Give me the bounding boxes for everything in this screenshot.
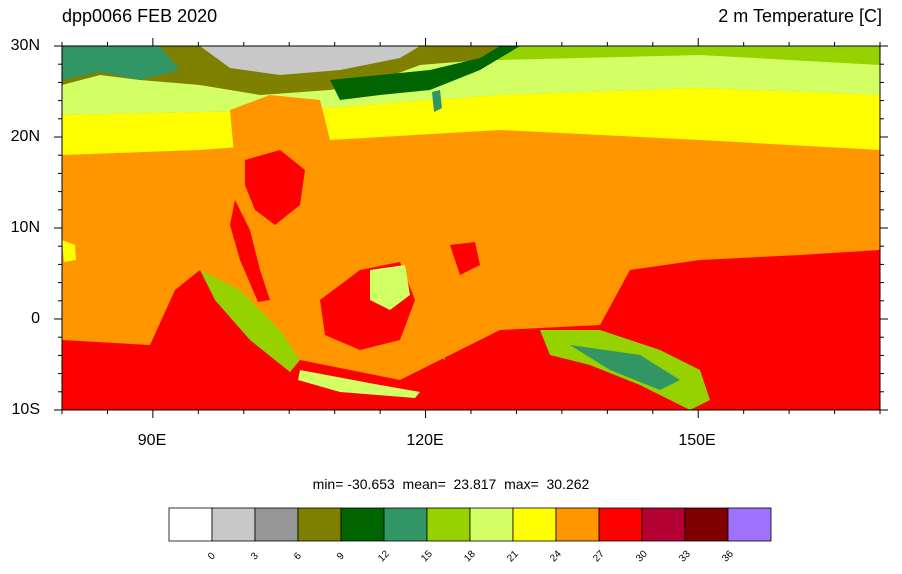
colorbar-swatch xyxy=(598,507,643,542)
lon-label-150e: 150E xyxy=(678,432,716,449)
map-title: dpp0066 FEB 2020 xyxy=(62,6,218,26)
colorbar-swatch xyxy=(297,507,342,542)
colorbar-swatch xyxy=(383,507,428,542)
variable-title: 2 m Temperature [C] xyxy=(718,6,882,26)
highland-green xyxy=(62,46,180,80)
indochina-hot xyxy=(245,150,305,225)
colorbar-swatch xyxy=(168,507,213,542)
lat-label-10s: 10S xyxy=(11,401,40,418)
colorbar-swatch xyxy=(641,507,686,542)
lat-label-10n: 10N xyxy=(10,219,40,236)
colorbar-swatch xyxy=(555,507,600,542)
colorbar-swatch xyxy=(512,507,557,542)
sri-lanka xyxy=(62,240,76,262)
colorbar-swatch xyxy=(340,507,385,542)
stats-line: min= -30.653 mean= 23.817 max= 30.262 xyxy=(312,476,590,492)
colorbar-swatch xyxy=(727,507,772,542)
snow-terrain xyxy=(200,46,420,75)
colorbar-swatch xyxy=(211,507,256,542)
colorbar-swatch xyxy=(254,507,299,542)
colorbar-swatch xyxy=(469,507,514,542)
java xyxy=(298,370,420,398)
colorbar-swatch xyxy=(426,507,471,542)
sulawesi xyxy=(420,305,460,360)
lat-label-30n: 30N xyxy=(10,37,40,54)
colorbar-swatch xyxy=(684,507,729,542)
mindanao-hot xyxy=(450,242,480,275)
sumatra xyxy=(200,270,300,372)
taiwan xyxy=(432,90,442,112)
axis-ticks xyxy=(54,38,888,418)
lat-label-20n: 20N xyxy=(10,128,40,145)
lat-label-0: 0 xyxy=(31,310,40,327)
lon-label-90e: 90E xyxy=(137,432,167,449)
colorbar xyxy=(168,507,772,542)
malay-peninsula xyxy=(230,200,270,302)
map-field xyxy=(62,46,880,410)
new-guinea-highland xyxy=(570,345,680,390)
china-green xyxy=(330,46,520,100)
lon-label-120e: 120E xyxy=(406,432,444,449)
borneo-highland xyxy=(370,265,410,310)
